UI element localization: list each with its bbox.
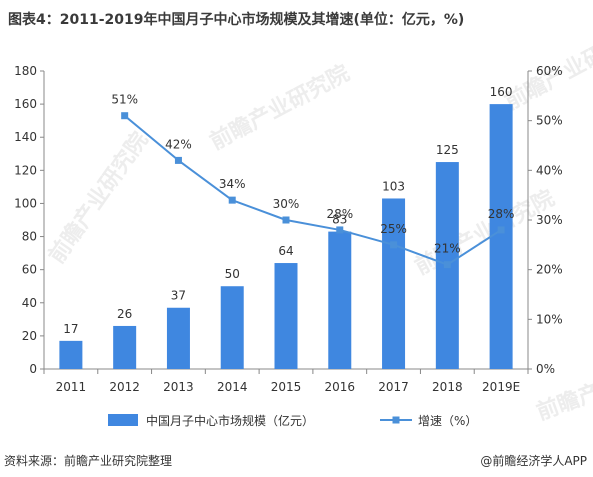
- bar-value-label: 37: [171, 289, 186, 303]
- y-left-tick-label: 180: [14, 64, 37, 78]
- y-right-tick-label: 0%: [536, 362, 555, 376]
- growth-marker: [390, 241, 398, 249]
- growth-value-label: 51%: [111, 93, 138, 107]
- legend: 中国月子中心市场规模（亿元） 增速（%）: [108, 413, 477, 428]
- growth-marker: [336, 226, 344, 234]
- bar-value-label: 103: [382, 179, 405, 193]
- bar: [166, 307, 190, 369]
- legend-line-label: 增速（%）: [418, 414, 477, 428]
- y-left-tick-label: 60: [22, 263, 37, 277]
- bar: [220, 286, 244, 369]
- y-left-tick-label: 0: [29, 362, 37, 376]
- growth-value-label: 28%: [488, 207, 515, 221]
- growth-value-label: 25%: [380, 222, 407, 236]
- x-tick-label: 2014: [217, 380, 248, 394]
- legend-bar-label: 中国月子中心市场规模（亿元）: [146, 413, 314, 428]
- y-right-tick-label: 30%: [536, 213, 563, 227]
- bar-value-label: 125: [436, 143, 459, 157]
- y-right-tick-label: 60%: [536, 64, 563, 78]
- y-left-tick-label: 80: [22, 230, 37, 244]
- legend-bar-swatch: [108, 414, 138, 426]
- data-labels: 17 26 37 50 64 83 103 125 160 51% 42% 34% 30% 28% 25% 2…: [63, 85, 514, 336]
- x-tick-label: 2013: [163, 380, 194, 394]
- bar-value-label: 83: [332, 213, 347, 227]
- x-tick-label: 2011: [56, 380, 87, 394]
- growth-value-label: 42%: [165, 137, 192, 151]
- y-left-tick-label: 100: [14, 196, 37, 210]
- bar-value-label: 64: [278, 244, 293, 258]
- y-left-tick-label: 120: [14, 163, 37, 177]
- brand-credit: @前瞻经济学人APP: [480, 454, 587, 468]
- bar: [113, 325, 137, 369]
- x-tick-label: 2017: [378, 380, 409, 394]
- watermark-text-1: 前瞻产业研究院: [44, 127, 154, 268]
- bar-value-label: 160: [490, 85, 513, 99]
- x-tick-label: 2016: [325, 380, 356, 394]
- x-tick-label: 2018: [432, 380, 463, 394]
- y-left-tick-label: 40: [22, 296, 37, 310]
- bar-value-label: 50: [225, 267, 240, 281]
- growth-value-label: 30%: [273, 197, 300, 211]
- x-tick-label: 2015: [271, 380, 302, 394]
- y-left-tick-label: 140: [14, 130, 37, 144]
- bar: [59, 340, 83, 369]
- growth-marker: [443, 261, 451, 269]
- y-left-tick-label: 20: [22, 329, 37, 343]
- growth-marker: [228, 196, 236, 204]
- bar-value-label: 17: [63, 322, 78, 336]
- chart-title: 图表4：2011-2019年中国月子中心市场规模及其增速(单位：亿元，%): [8, 12, 465, 28]
- source-note: 资料来源：前瞻产业研究院整理: [4, 454, 173, 468]
- growth-marker: [282, 216, 290, 224]
- growth-marker: [121, 112, 129, 120]
- growth-value-label: 34%: [219, 177, 246, 191]
- line-series: [121, 112, 505, 269]
- growth-marker: [497, 226, 505, 234]
- y-left-tick-label: 160: [14, 97, 37, 111]
- bar: [328, 231, 352, 369]
- y-right-tick-label: 40%: [536, 163, 563, 177]
- bar: [274, 263, 298, 369]
- x-tick-label: 2012: [109, 380, 140, 394]
- growth-line: [124, 114, 502, 266]
- y-right-tick-label: 20%: [536, 263, 563, 277]
- y-right-tick-label: 50%: [536, 114, 563, 128]
- legend-line-marker: [392, 416, 400, 424]
- x-tick-label: 2019E: [482, 380, 520, 394]
- growth-value-label: 28%: [326, 207, 353, 221]
- bar: [489, 104, 513, 369]
- growth-value-label: 21%: [434, 242, 461, 256]
- watermark-text-0: 前瞻产业研究院: [206, 60, 354, 155]
- y-right-tick-label: 10%: [536, 312, 563, 326]
- bar-value-label: 26: [117, 307, 132, 321]
- growth-marker: [174, 156, 182, 164]
- watermark-text-4: 前瞻产业研究院: [533, 349, 593, 426]
- bar: [382, 198, 406, 369]
